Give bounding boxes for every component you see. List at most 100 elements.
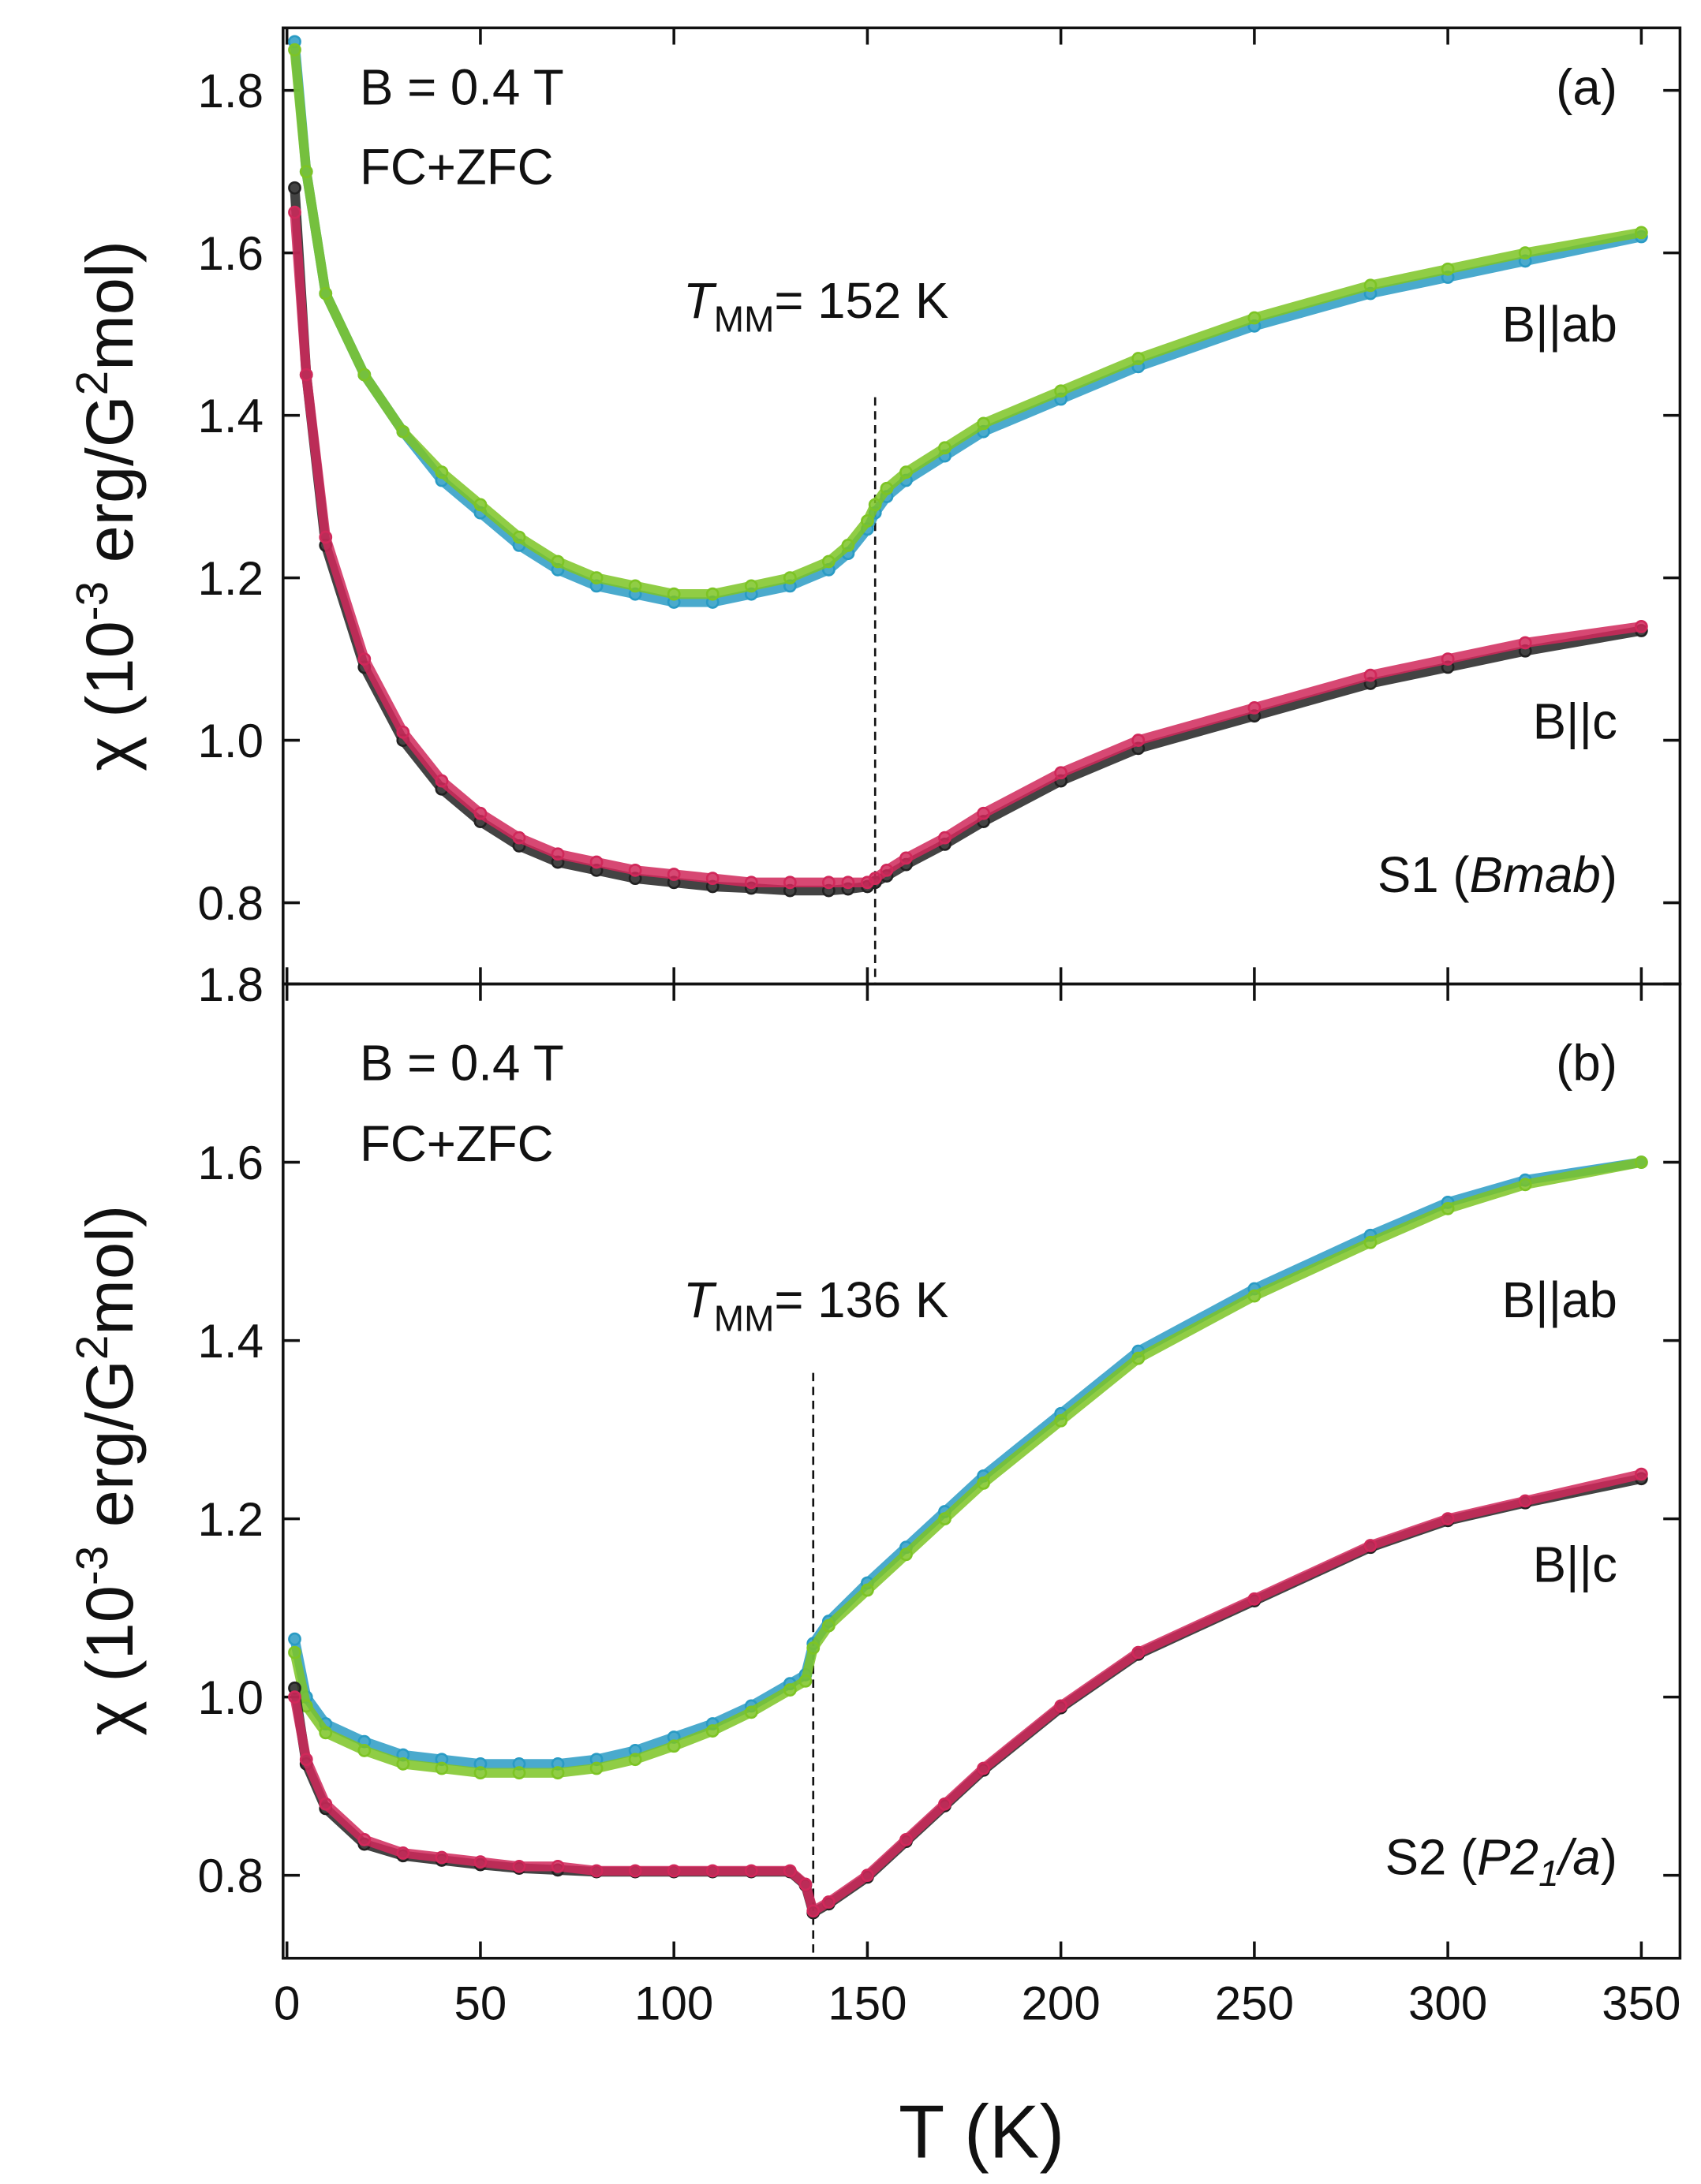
data-point xyxy=(783,1683,797,1697)
y-axis-label-part: χ (10 xyxy=(72,621,147,771)
y-tick-label: 0.8 xyxy=(198,1850,264,1902)
data-point xyxy=(512,1766,526,1780)
data-point xyxy=(868,872,882,886)
sample-label: S1 (Bmab) xyxy=(1378,847,1617,903)
y-axis-label-part: erg/G xyxy=(72,1360,147,1546)
data-curve xyxy=(290,44,1647,599)
data-point xyxy=(551,847,565,861)
sample-label-part: ) xyxy=(1601,1830,1617,1886)
data-point xyxy=(667,1739,681,1753)
data-point xyxy=(1441,262,1455,276)
sample-label-part: S2 ( xyxy=(1385,1830,1478,1886)
y-tick-label: 1.6 xyxy=(198,227,264,280)
field-annotation: B = 0.4 T xyxy=(360,60,564,116)
data-point xyxy=(299,1753,313,1767)
data-point xyxy=(744,1705,758,1719)
x-tick-label: 250 xyxy=(1215,1977,1294,2029)
data-point xyxy=(319,1797,333,1811)
y-tick-label: 1.0 xyxy=(198,1671,264,1724)
data-point xyxy=(977,1477,990,1490)
x-tick-label: 200 xyxy=(1022,1977,1101,2029)
data-point xyxy=(288,43,301,57)
y-axis-label-sup: -3 xyxy=(67,581,117,621)
transition-text: = 136 K xyxy=(774,1272,948,1328)
data-point xyxy=(1634,1467,1648,1481)
x-tick-label: 300 xyxy=(1408,1977,1487,2029)
data-point xyxy=(288,1645,301,1659)
data-point xyxy=(435,1761,449,1775)
data-point xyxy=(1247,1592,1262,1606)
data-point xyxy=(319,286,333,301)
x-axis-label: T (K) xyxy=(899,2090,1064,2174)
y-axis-label-sup: 2 xyxy=(67,371,117,395)
field-annotation: FC+ZFC xyxy=(360,1116,554,1172)
transition-symbol: T xyxy=(683,273,717,329)
sample-label-part: S1 ( xyxy=(1378,847,1470,903)
data-point xyxy=(861,1583,874,1597)
data-point xyxy=(551,1859,565,1873)
data-point xyxy=(473,498,488,512)
transition-symbol: T xyxy=(683,1272,717,1328)
data-point xyxy=(551,1766,565,1780)
data-curve xyxy=(290,1157,1647,1769)
data-point xyxy=(1518,636,1532,650)
data-curve xyxy=(290,207,1647,887)
data-point xyxy=(357,652,372,666)
data-point xyxy=(396,424,410,439)
y-axis-label-part: mol) xyxy=(72,1205,147,1335)
data-point xyxy=(783,571,797,584)
transition-sub: MM xyxy=(714,299,775,340)
sample-label-part: 1 xyxy=(1538,1853,1559,1894)
x-tick-label: 50 xyxy=(454,1977,507,2029)
y-axis-label: χ (10-3 erg/G2mol) xyxy=(67,241,147,771)
data-point xyxy=(705,872,720,886)
data-point xyxy=(1518,246,1532,260)
data-point xyxy=(798,1877,813,1891)
data-point xyxy=(841,875,855,890)
data-point xyxy=(1363,278,1378,293)
data-point xyxy=(899,1833,913,1846)
data-point xyxy=(512,1859,526,1873)
data-point xyxy=(744,1864,758,1878)
data-point xyxy=(667,868,681,881)
data-curve xyxy=(290,1157,1647,1778)
data-point xyxy=(783,1864,797,1878)
data-point xyxy=(288,1632,301,1646)
data-point xyxy=(938,441,951,455)
data-point xyxy=(435,1850,449,1865)
transition-sub: MM xyxy=(714,1298,775,1339)
data-point xyxy=(1441,1201,1455,1215)
data-point xyxy=(1054,384,1068,398)
data-point xyxy=(1634,619,1648,633)
data-point xyxy=(977,1761,990,1775)
data-point xyxy=(744,579,758,593)
data-point xyxy=(319,530,333,544)
y-tick-label: 1.4 xyxy=(198,390,264,442)
data-point xyxy=(977,806,990,820)
data-point xyxy=(667,587,681,601)
transition-label: TMM= 136 K xyxy=(683,1272,948,1339)
data-point xyxy=(357,1833,372,1846)
y-tick-label: 1.6 xyxy=(198,1137,264,1189)
sample-label: S2 (P21/a) xyxy=(1385,1830,1617,1894)
data-point xyxy=(1363,668,1378,682)
data-point xyxy=(357,1744,372,1757)
y-tick-label: 0.8 xyxy=(198,877,264,930)
data-point xyxy=(628,579,642,593)
data-point xyxy=(1131,734,1146,747)
data-point xyxy=(628,863,642,877)
data-point xyxy=(806,1904,821,1918)
data-point xyxy=(473,806,488,820)
field-annotation: FC+ZFC xyxy=(360,139,554,195)
y-tick-label: 1.8 xyxy=(198,958,264,1011)
curve-label: B||ab xyxy=(1502,297,1617,353)
field-annotation: B = 0.4 T xyxy=(360,1035,564,1091)
y-axis-label: χ (10-3 erg/G2mol) xyxy=(67,1205,147,1736)
y-axis-label-part: χ (10 xyxy=(72,1585,147,1736)
data-point xyxy=(880,863,894,877)
plot-frame xyxy=(282,982,1682,1960)
data-point xyxy=(821,875,836,890)
data-point xyxy=(1054,766,1068,780)
